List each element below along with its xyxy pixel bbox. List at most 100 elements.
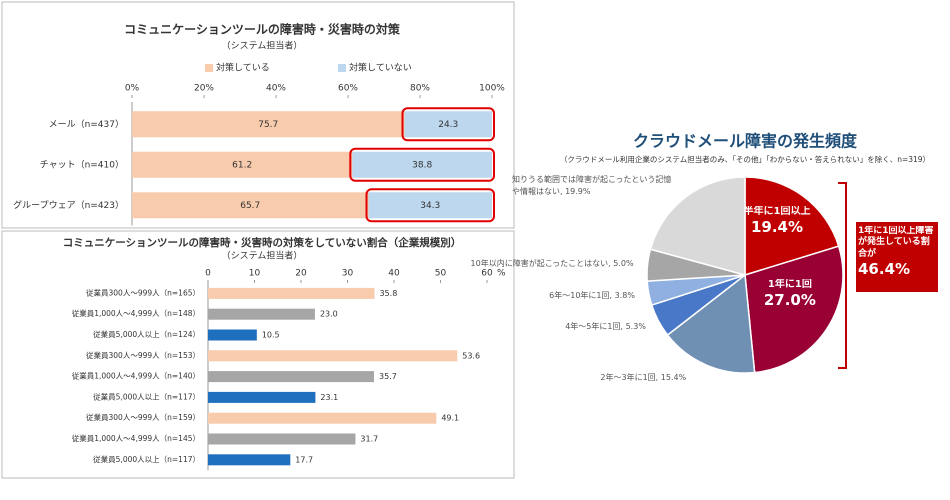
- y-tick-label: 従業員5,000人以上（n=124）: [93, 329, 200, 339]
- slice-label-box: 4年～5年に1回, 5.3%: [481, 311, 646, 343]
- y-tick-label: 従業員300人～999人（n=165）: [86, 287, 200, 297]
- x-tick-label: 20%: [194, 84, 214, 94]
- x-tick-label: 80%: [410, 84, 430, 94]
- chart-title: クラウドメール障害の発生頻度: [633, 132, 858, 151]
- x-tick-label: 100%: [479, 84, 505, 94]
- bar: [208, 412, 437, 424]
- bar-segment: [368, 192, 492, 219]
- separator: ,: [620, 322, 626, 332]
- slice-value: 15.4%: [660, 372, 687, 382]
- legend-swatch: [338, 64, 346, 72]
- separator: ,: [608, 258, 614, 268]
- slice-label-text: 2年～3年に1回, 15.4%: [600, 372, 686, 384]
- slice-name: 1年に1回: [767, 278, 812, 290]
- x-tick-label: 10: [249, 269, 261, 279]
- bar: [208, 391, 316, 403]
- highlight-box: [365, 188, 495, 223]
- legend-label: 対策していない: [349, 62, 412, 74]
- y-tick-label: 従業員300人～999人（n=159）: [86, 412, 200, 422]
- slice-label-text: 10年以内に障害が起こったことはない, 5.0%: [471, 258, 634, 270]
- legend-swatch: [205, 64, 213, 72]
- slice-label-text: 知りうる範囲では障害が起こったという記憶や情報はない, 19.9%: [512, 174, 677, 198]
- y-tick-label: メール（n=437）: [49, 119, 124, 130]
- y-tick-label: グループウェア（n=423）: [13, 199, 124, 211]
- data-label: 23.0: [320, 310, 338, 319]
- chart-subtitle: （システム担当者）: [222, 250, 303, 262]
- slice-value: 19.9%: [565, 187, 591, 196]
- y-tick-label: チャット（n=410）: [40, 159, 124, 170]
- annotation-value: 46.4%: [858, 259, 911, 278]
- data-label: 34.3: [420, 201, 440, 211]
- chart-subtitle: （クラウドメール利用企業のシステム担当者のみ、「その他」「わからない・答えられな…: [560, 154, 930, 164]
- legend-label: 対策している: [216, 62, 270, 74]
- pie-slice: [666, 273, 756, 374]
- slice-label-box: 半年に1回以上 19.4%: [737, 206, 817, 236]
- pie-slice: [744, 245, 844, 374]
- slice-label-box: 2年～3年に1回, 15.4%: [521, 362, 686, 394]
- x-tick-label: 0: [205, 269, 211, 279]
- slice-label: 6年～10年に1回, 3.8%: [549, 290, 635, 302]
- bar: [208, 371, 375, 383]
- pie-slice: [744, 176, 840, 277]
- separator: ,: [559, 187, 566, 196]
- data-label: 65.7: [240, 201, 260, 211]
- chart-title: コミュニケーションツールの障害時・災害時の対策をしていない割合（企業規模別）: [63, 236, 461, 249]
- x-tick-label: 50: [435, 269, 447, 279]
- bar-segment: [404, 111, 492, 138]
- chart-title: コミュニケーションツールの障害時・災害時の対策: [124, 22, 401, 37]
- data-label: 17.7: [295, 455, 313, 464]
- bar: [208, 287, 375, 299]
- bracket: [838, 182, 847, 369]
- bar-segment: [132, 192, 369, 219]
- data-label: 31.7: [360, 435, 378, 444]
- data-label: 35.8: [379, 289, 397, 298]
- slice-value: 5.3%: [625, 322, 646, 332]
- data-label: 49.1: [441, 414, 459, 423]
- slice-label-box: 10年以内に障害が起こったことはない, 5.0%: [469, 248, 634, 280]
- pie-slice: [649, 176, 746, 276]
- x-tick-label: 60: [481, 269, 493, 279]
- slice-name: 4年～5年に1回: [565, 322, 621, 332]
- chart-subtitle: （システム担当者）: [222, 40, 303, 52]
- highlight-box: [401, 107, 495, 142]
- slice-label: 10年以内に障害が起こったことはない, 5.0%: [469, 248, 634, 280]
- bar-segment: [132, 151, 353, 178]
- bar: [208, 329, 257, 341]
- slice-label-text: 6年～10年に1回, 3.8%: [549, 290, 635, 302]
- slice-name: 10年以内に障害が起こったことはない: [470, 258, 609, 268]
- bar: [208, 433, 356, 445]
- slice-label-text: 4年～5年に1回, 5.3%: [565, 321, 646, 333]
- x-tick-label: 20: [295, 269, 307, 279]
- bar: [208, 454, 291, 466]
- y-tick-label: 従業員1,000人～4,999人（n=148）: [72, 308, 200, 318]
- x-tick-label: 40%: [266, 84, 286, 94]
- data-label: 61.2: [232, 160, 252, 170]
- data-label: 38.8: [412, 160, 432, 170]
- x-unit: %: [497, 269, 506, 279]
- annotation-box: [856, 222, 938, 292]
- x-tick-label: 60%: [338, 84, 358, 94]
- data-label: 53.6: [462, 351, 480, 360]
- slice-name: 2年～3年に1回: [600, 372, 656, 382]
- bar-segment: [132, 111, 405, 138]
- y-tick-label: 従業員300人～999人（n=153）: [86, 350, 200, 360]
- x-tick-label: 30: [342, 269, 354, 279]
- panel-border: [1, 230, 515, 479]
- slice-label: 知りうる範囲では障害が起こったという記憶や情報はない, 19.9%: [512, 170, 677, 202]
- separator: ,: [655, 372, 661, 382]
- slice-label-box: 知りうる範囲では障害が起こったという記憶や情報はない, 19.9%: [512, 170, 677, 202]
- data-label: 35.7: [379, 372, 397, 381]
- slice-name: 半年に1回以上: [743, 205, 811, 217]
- annotation-box-text: 1年に1回以上障害が発生している割合が 46.4%: [858, 226, 936, 279]
- panel-border: [1, 1, 515, 229]
- highlight-box: [349, 147, 495, 182]
- annotation-text: 1年に1回以上障害が発生している割合が: [858, 226, 934, 259]
- slice-label: 2年～3年に1回, 15.4%: [521, 362, 686, 394]
- data-label: 24.3: [438, 120, 458, 130]
- bar: [208, 308, 315, 320]
- slice-value: 19.4%: [750, 217, 804, 236]
- bar-segment: [352, 151, 492, 178]
